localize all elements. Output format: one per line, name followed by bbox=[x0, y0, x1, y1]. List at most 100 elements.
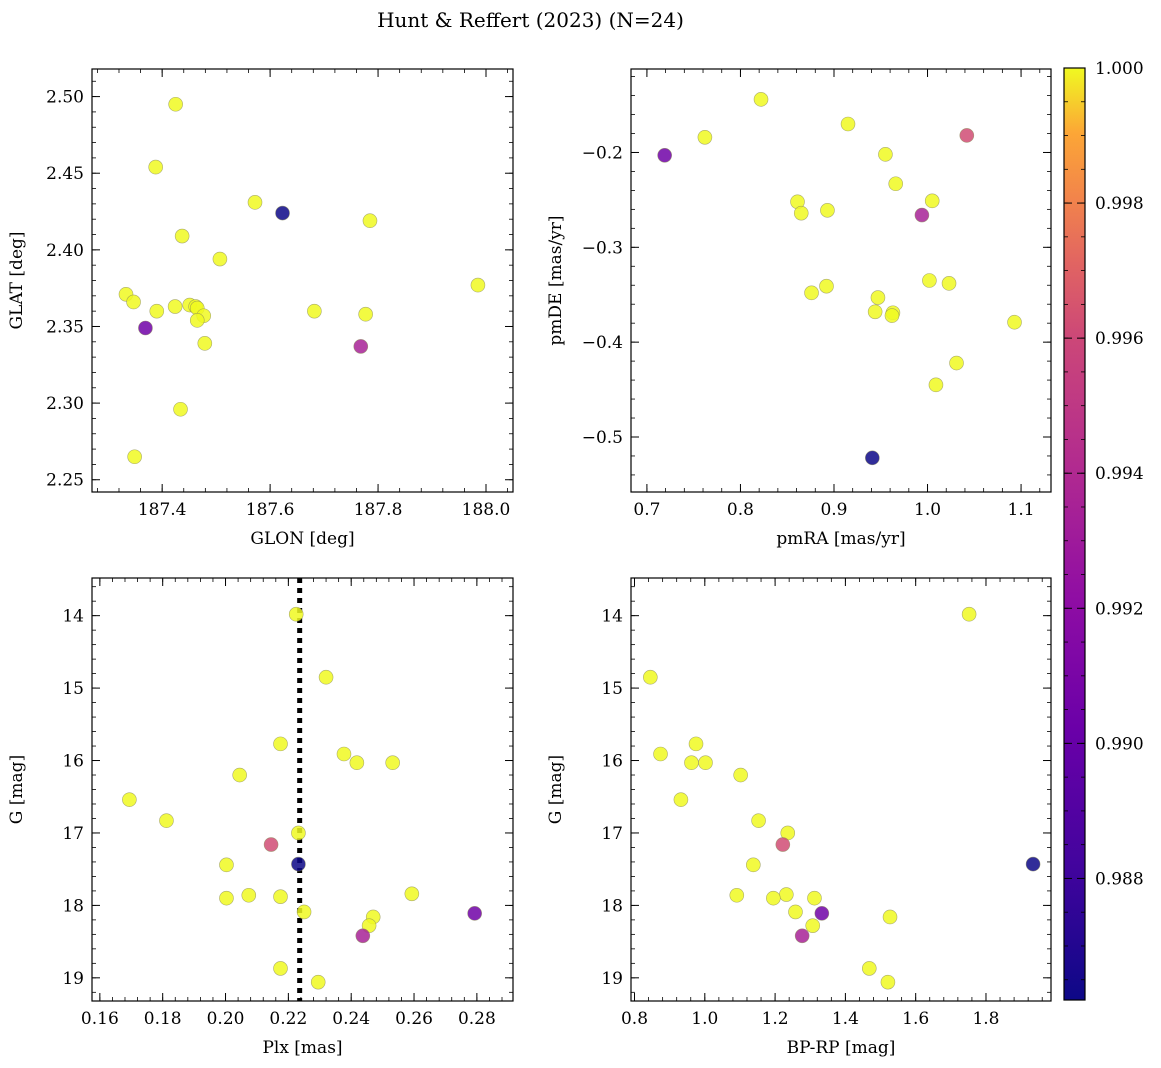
panel-bprp-g: 0.8 1.0 1.2 1.4 1.6 1.8 14 15 16 17 18 19 BP-RP [mag… bbox=[546, 577, 1052, 1058]
x-tick-label: 0.24 bbox=[332, 1009, 370, 1029]
y-tick-label: 16 bbox=[601, 752, 623, 772]
scatter-point bbox=[296, 904, 312, 920]
scatter-point bbox=[189, 313, 205, 328]
scatter-point bbox=[914, 207, 930, 223]
scatter-point bbox=[273, 961, 288, 976]
scatter-point bbox=[673, 792, 689, 807]
scatter-point bbox=[263, 837, 279, 852]
scatter-point bbox=[840, 116, 856, 132]
scatter-point bbox=[358, 306, 373, 322]
y-axis-label: G [mag] bbox=[7, 755, 27, 824]
scatter-point bbox=[888, 176, 904, 192]
x-tick-label: 0.22 bbox=[269, 1009, 307, 1029]
scatter-point bbox=[870, 290, 886, 305]
x-axis-label: pmRA [mas/yr] bbox=[776, 529, 905, 549]
scatter-point bbox=[805, 918, 821, 933]
scatter-point bbox=[310, 974, 326, 990]
scatter-point bbox=[168, 96, 183, 112]
scatter-point bbox=[820, 203, 835, 218]
scatter-point bbox=[167, 299, 183, 314]
y-tick-label: −0.2 bbox=[582, 143, 623, 163]
scatter-point bbox=[729, 887, 745, 903]
scatter-point bbox=[653, 746, 668, 762]
scatter-point bbox=[288, 606, 304, 622]
y-tick-label: 2.50 bbox=[46, 88, 84, 108]
scatter-point bbox=[291, 825, 306, 841]
scatter-point bbox=[793, 205, 809, 221]
y-tick-label: 2.45 bbox=[46, 164, 84, 184]
colorbar-tick-label: 0.994 bbox=[1095, 464, 1144, 484]
colorbar: 0.988 0.990 0.992 0.994 0.996 0.998 1.000 bbox=[1063, 59, 1144, 1001]
x-tick-label: 1.0 bbox=[914, 500, 941, 520]
scatter-point bbox=[751, 813, 766, 828]
scatter-point bbox=[804, 285, 819, 301]
scatter-point bbox=[197, 336, 213, 351]
scatter-point bbox=[336, 746, 352, 762]
scatter-point bbox=[814, 906, 830, 921]
scatter-point bbox=[273, 736, 288, 752]
axes-frame bbox=[630, 577, 1052, 1002]
scatter-point bbox=[819, 278, 834, 294]
y-tick-label: 14 bbox=[601, 607, 623, 627]
colorbar-tick-label: 1.000 bbox=[1095, 59, 1144, 79]
x-tick-label: 0.9 bbox=[820, 500, 847, 520]
scatter-point bbox=[349, 755, 365, 771]
scatter-point bbox=[122, 792, 137, 807]
x-axis-label: Plx [mas] bbox=[262, 1038, 342, 1058]
panel-pmra-pmde: 0.7 0.8 0.9 1.0 1.1 −0.5 −0.4 −0.3 −0.2 pmRA [mas… bbox=[546, 68, 1052, 549]
x-tick-label: 0.20 bbox=[207, 1009, 245, 1029]
y-tick-label: 17 bbox=[62, 824, 84, 844]
scatter-point bbox=[688, 736, 704, 752]
scatter-point bbox=[657, 148, 672, 163]
scatter-point bbox=[1025, 856, 1041, 872]
axes-frame bbox=[91, 577, 514, 1002]
scatter-point bbox=[212, 251, 228, 267]
x-tick-label: 0.28 bbox=[458, 1009, 496, 1029]
scatter-point bbox=[766, 890, 781, 906]
scatter-point bbox=[924, 193, 940, 209]
scatter-point bbox=[353, 339, 369, 354]
scatter-point bbox=[643, 669, 658, 685]
x-tick-label: 0.7 bbox=[633, 500, 660, 520]
scatter-point bbox=[684, 755, 699, 771]
y-tick-label: 15 bbox=[601, 679, 623, 699]
x-tick-label: 1.1 bbox=[1008, 500, 1035, 520]
colorbar-tick-label: 0.992 bbox=[1095, 599, 1144, 619]
scatter-point bbox=[949, 355, 964, 371]
scatter-point bbox=[275, 205, 290, 221]
scatter-point bbox=[807, 890, 822, 906]
panel-glon-glat: 187.4 187.6 187.8 188.0 2.25 2.30 2.35 2.40 2.45… bbox=[7, 68, 514, 549]
axes-frame bbox=[630, 68, 1052, 493]
scatter-point bbox=[865, 450, 880, 466]
y-tick-label: 16 bbox=[62, 752, 84, 772]
x-tick-label: 187.6 bbox=[246, 500, 295, 520]
colorbar-gradient bbox=[1064, 68, 1085, 1000]
scatter-point bbox=[928, 377, 944, 393]
y-tick-label: 17 bbox=[601, 824, 623, 844]
scatter-point bbox=[697, 129, 713, 145]
y-tick-label: 15 bbox=[62, 679, 84, 699]
x-tick-label: 0.16 bbox=[81, 1009, 119, 1029]
y-tick-label: 2.40 bbox=[46, 241, 84, 261]
scatter-point bbox=[867, 304, 883, 320]
x-tick-label: 1.8 bbox=[972, 1009, 999, 1029]
scatter-point bbox=[355, 928, 371, 944]
x-tick-label: 187.8 bbox=[354, 500, 403, 520]
y-tick-label: 2.30 bbox=[46, 394, 84, 414]
axes-frame bbox=[91, 68, 514, 493]
x-axis-label: BP-RP [mag] bbox=[787, 1038, 896, 1058]
scatter-point bbox=[404, 886, 420, 902]
scatter-point bbox=[148, 159, 163, 175]
colorbar-tick-label: 0.996 bbox=[1095, 329, 1144, 349]
scatter-point bbox=[1007, 314, 1022, 330]
scatter-point bbox=[273, 889, 288, 904]
y-tick-label: −0.4 bbox=[582, 333, 623, 353]
scatter-point bbox=[788, 904, 803, 920]
y-tick-label: 19 bbox=[601, 969, 623, 989]
y-tick-label: 18 bbox=[62, 896, 84, 916]
x-tick-label: 1.6 bbox=[902, 1009, 929, 1029]
y-tick-label: 19 bbox=[62, 969, 84, 989]
scatter-point bbox=[173, 401, 188, 417]
y-axis-label: G [mag] bbox=[546, 755, 566, 824]
scatter-point bbox=[746, 857, 761, 873]
